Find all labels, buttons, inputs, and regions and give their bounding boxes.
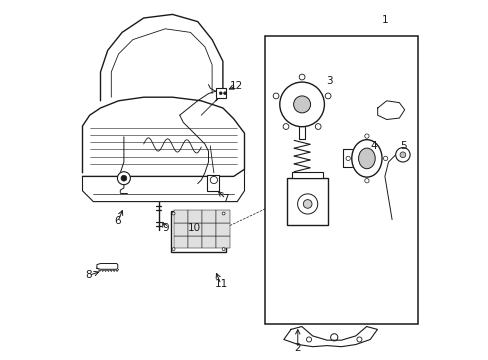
Circle shape xyxy=(222,248,224,251)
Circle shape xyxy=(364,179,368,183)
Text: 1: 1 xyxy=(381,15,387,25)
Text: 2: 2 xyxy=(294,343,301,354)
Bar xyxy=(174,223,187,235)
Text: 7: 7 xyxy=(222,194,228,204)
Bar xyxy=(188,211,201,222)
Circle shape xyxy=(383,156,387,161)
Text: 12: 12 xyxy=(229,81,243,91)
Polygon shape xyxy=(377,101,404,120)
Ellipse shape xyxy=(358,148,374,169)
Text: 6: 6 xyxy=(114,216,121,226)
Circle shape xyxy=(219,92,222,95)
Circle shape xyxy=(299,74,305,80)
Bar xyxy=(216,223,229,235)
Polygon shape xyxy=(283,327,377,347)
Bar xyxy=(286,178,328,225)
Bar xyxy=(292,172,322,178)
Circle shape xyxy=(273,93,278,99)
Circle shape xyxy=(303,199,311,208)
Bar xyxy=(216,211,229,222)
Bar xyxy=(202,211,215,222)
Bar xyxy=(216,88,226,98)
Text: 5: 5 xyxy=(400,141,406,151)
Bar xyxy=(265,36,418,324)
Polygon shape xyxy=(97,264,118,269)
Bar xyxy=(206,175,219,191)
Bar xyxy=(216,236,229,248)
Circle shape xyxy=(121,175,126,181)
Circle shape xyxy=(117,172,130,185)
Text: 9: 9 xyxy=(162,222,168,233)
Bar xyxy=(188,236,201,248)
Bar xyxy=(174,211,187,222)
Circle shape xyxy=(223,92,226,95)
Circle shape xyxy=(283,123,288,129)
Circle shape xyxy=(346,156,349,161)
Ellipse shape xyxy=(351,140,381,177)
Bar xyxy=(188,223,201,235)
Bar xyxy=(202,236,215,248)
Circle shape xyxy=(222,212,224,215)
Text: 10: 10 xyxy=(187,222,200,233)
Circle shape xyxy=(364,134,368,138)
Text: 4: 4 xyxy=(369,141,376,151)
Circle shape xyxy=(325,93,330,99)
Text: 11: 11 xyxy=(214,279,227,289)
Circle shape xyxy=(395,148,409,162)
Bar xyxy=(174,236,187,248)
Circle shape xyxy=(172,248,175,251)
Bar xyxy=(202,223,215,235)
Text: 8: 8 xyxy=(85,270,92,280)
Circle shape xyxy=(172,212,175,215)
Text: 3: 3 xyxy=(325,76,332,86)
Circle shape xyxy=(399,152,405,158)
Circle shape xyxy=(315,123,321,129)
Circle shape xyxy=(293,96,310,113)
Bar xyxy=(170,211,226,252)
